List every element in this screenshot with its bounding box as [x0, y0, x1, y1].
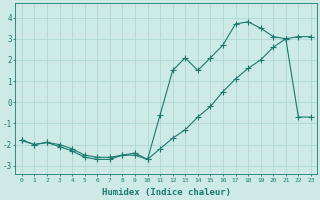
- X-axis label: Humidex (Indice chaleur): Humidex (Indice chaleur): [102, 188, 231, 197]
